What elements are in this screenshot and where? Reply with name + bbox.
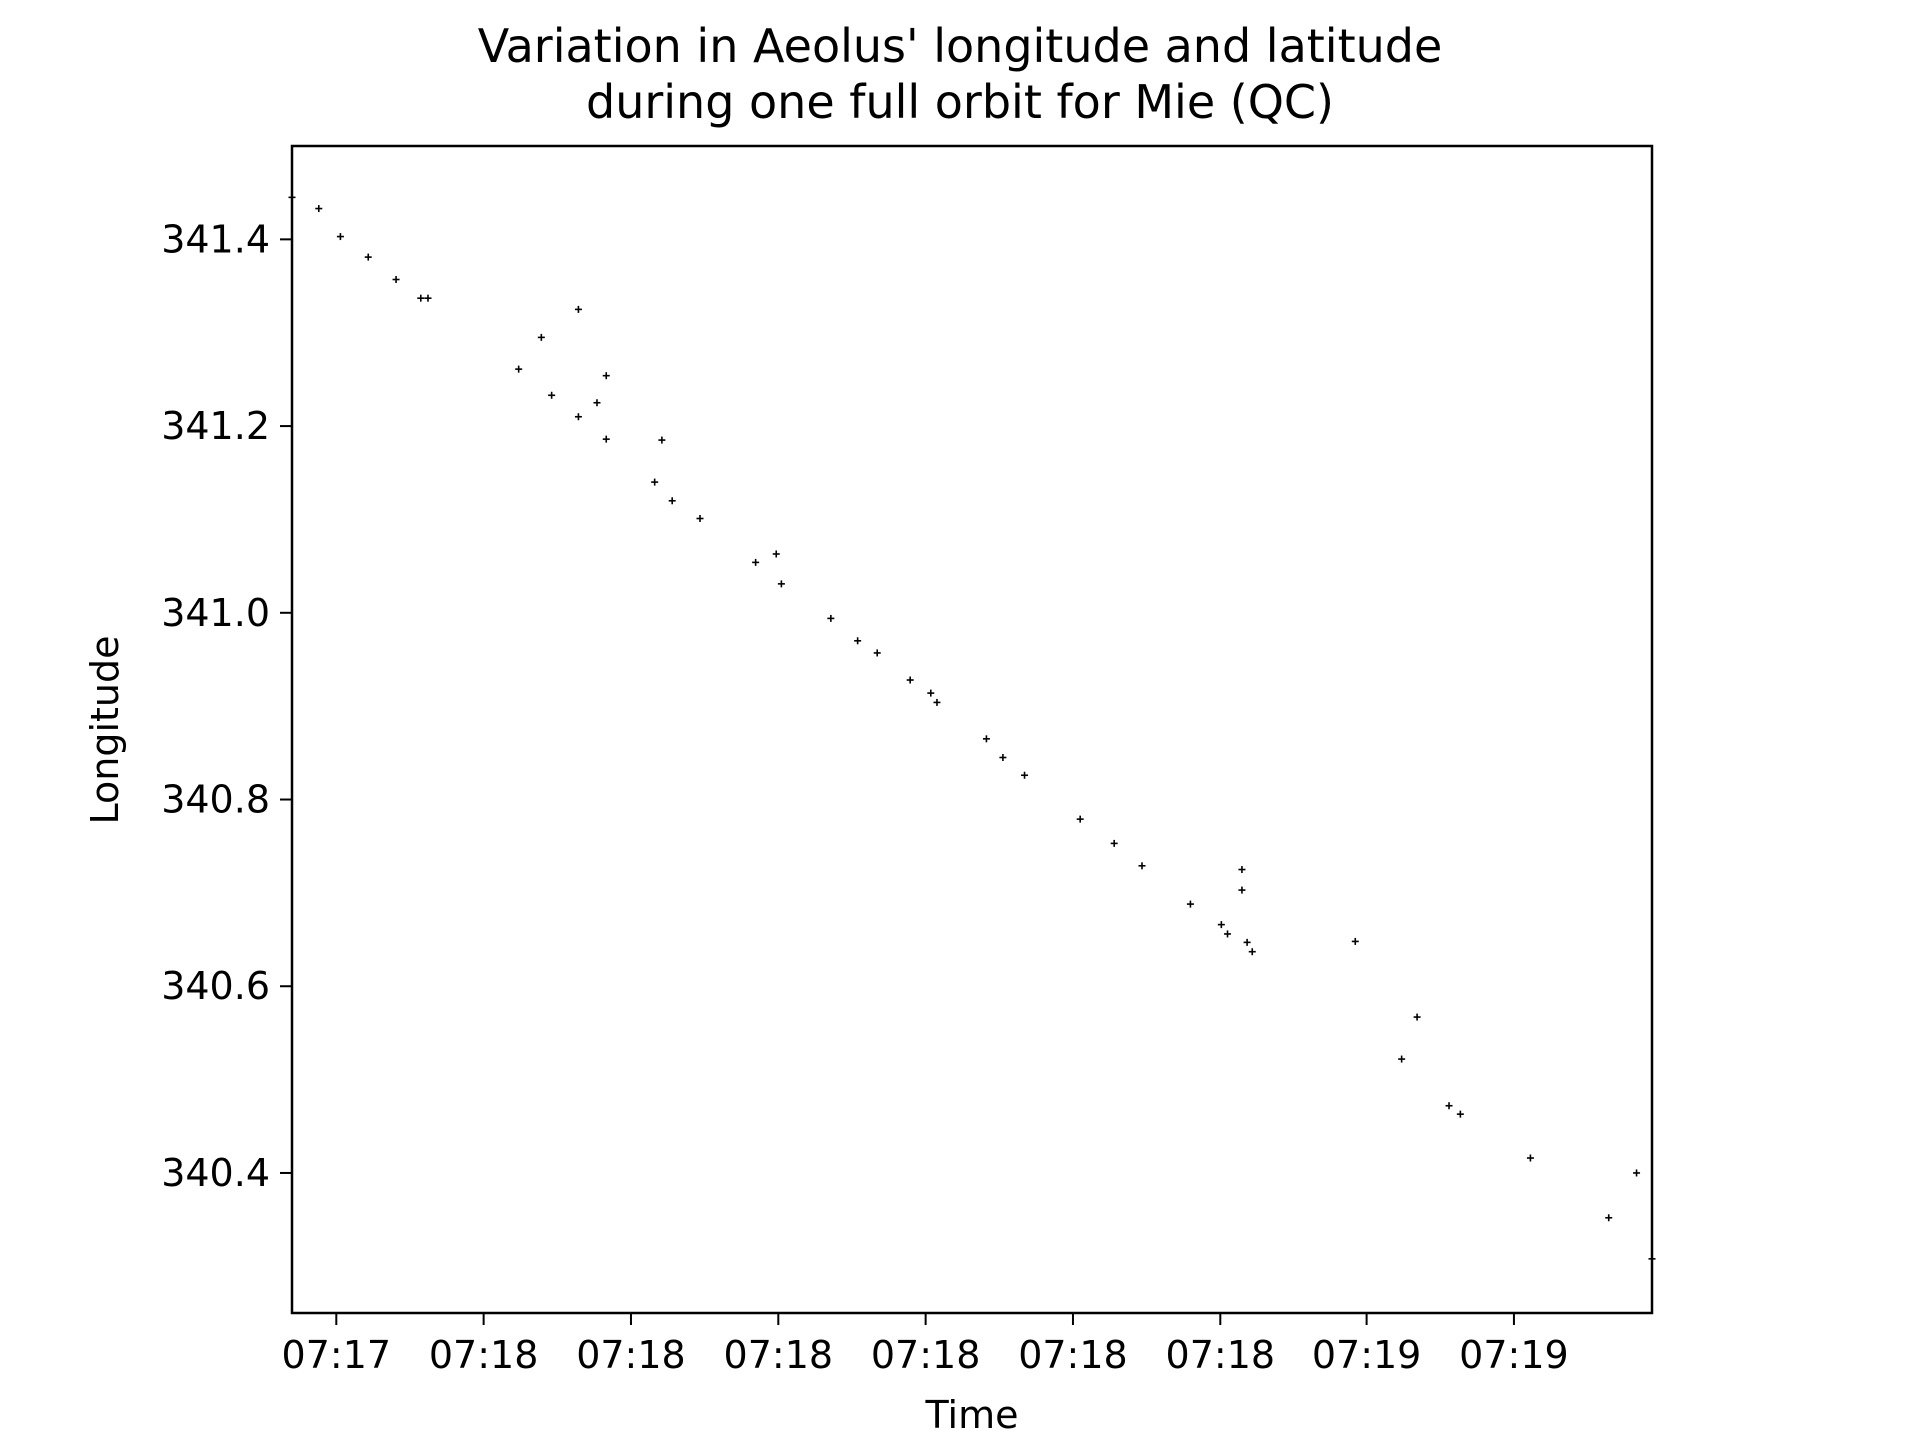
plot-frame	[290, 144, 1654, 1315]
data-point	[574, 413, 582, 421]
data-point	[827, 614, 835, 622]
data-point	[1138, 862, 1146, 870]
chart-subtitle: during one full orbit for Mie (QC)	[586, 75, 1334, 129]
x-tick-label: 07:18	[1018, 1333, 1128, 1377]
data-point	[854, 637, 862, 645]
data-point	[1243, 938, 1251, 946]
data-point	[537, 333, 545, 341]
data-point	[696, 515, 704, 523]
data-point	[515, 365, 523, 373]
data-point	[927, 689, 935, 697]
y-tick-label: 341.4	[161, 217, 270, 261]
y-tick-label: 341.0	[161, 591, 270, 635]
data-point	[1238, 866, 1246, 874]
data-point	[1605, 1214, 1613, 1222]
data-point	[1076, 815, 1084, 823]
data-point	[933, 698, 941, 706]
y-axis-ticks: 340.4 340.6 340.8 341.0 341.2 341.4	[161, 217, 292, 1195]
data-point	[651, 478, 659, 486]
data-point	[364, 253, 372, 261]
data-point	[1186, 900, 1194, 908]
x-tick-label: 07:17	[282, 1333, 392, 1377]
data-point	[906, 676, 914, 684]
data-point	[1456, 1110, 1464, 1118]
data-point	[777, 580, 785, 588]
data-point	[752, 558, 760, 566]
data-point	[417, 294, 425, 302]
x-tick-label: 07:18	[1166, 1333, 1276, 1377]
data-point	[1248, 948, 1256, 956]
x-axis-ticks: 07:17 07:18 07:18 07:18 07:18 07:18 07:18 07:19…	[282, 1313, 1569, 1377]
data-point	[602, 435, 610, 443]
data-point	[1110, 839, 1118, 847]
y-tick-label: 341.2	[161, 404, 270, 448]
y-tick-label: 340.8	[161, 778, 270, 822]
x-tick-label: 07:19	[1312, 1333, 1422, 1377]
x-tick-label: 07:18	[871, 1333, 981, 1377]
chart-title: Variation in Aeolus' longitude and latit…	[478, 19, 1443, 73]
x-tick-label: 07:18	[576, 1333, 686, 1377]
data-point	[1445, 1102, 1453, 1110]
data-point	[668, 497, 676, 505]
data-point	[658, 436, 666, 444]
data-point	[1351, 937, 1359, 945]
data-point	[982, 735, 990, 743]
data-point	[1526, 1154, 1534, 1162]
data-point	[336, 233, 344, 241]
data-point	[873, 649, 881, 657]
y-axis-label: Longitude	[83, 636, 127, 825]
data-point	[593, 399, 601, 407]
data-point	[548, 391, 556, 399]
x-tick-label: 07:18	[724, 1333, 834, 1377]
data-point	[772, 550, 780, 558]
y-tick-label: 340.6	[161, 964, 270, 1008]
data-point	[392, 276, 400, 284]
plot-area	[292, 146, 1652, 1313]
data-point	[1398, 1055, 1406, 1063]
data-point	[1224, 930, 1232, 938]
data-point	[315, 205, 323, 213]
data-point	[1413, 1013, 1421, 1021]
data-point	[602, 372, 610, 380]
data-point	[1021, 771, 1029, 779]
data-point	[1217, 921, 1225, 929]
x-tick-label: 07:18	[429, 1333, 539, 1377]
x-axis-label: Time	[925, 1393, 1019, 1437]
data-points	[288, 193, 1656, 1263]
data-point	[1633, 1169, 1641, 1177]
y-tick-label: 340.4	[161, 1151, 270, 1195]
data-point	[999, 754, 1007, 762]
x-tick-label: 07:19	[1459, 1333, 1569, 1377]
data-point	[424, 294, 432, 302]
data-point	[1238, 886, 1246, 894]
data-point	[574, 305, 582, 313]
